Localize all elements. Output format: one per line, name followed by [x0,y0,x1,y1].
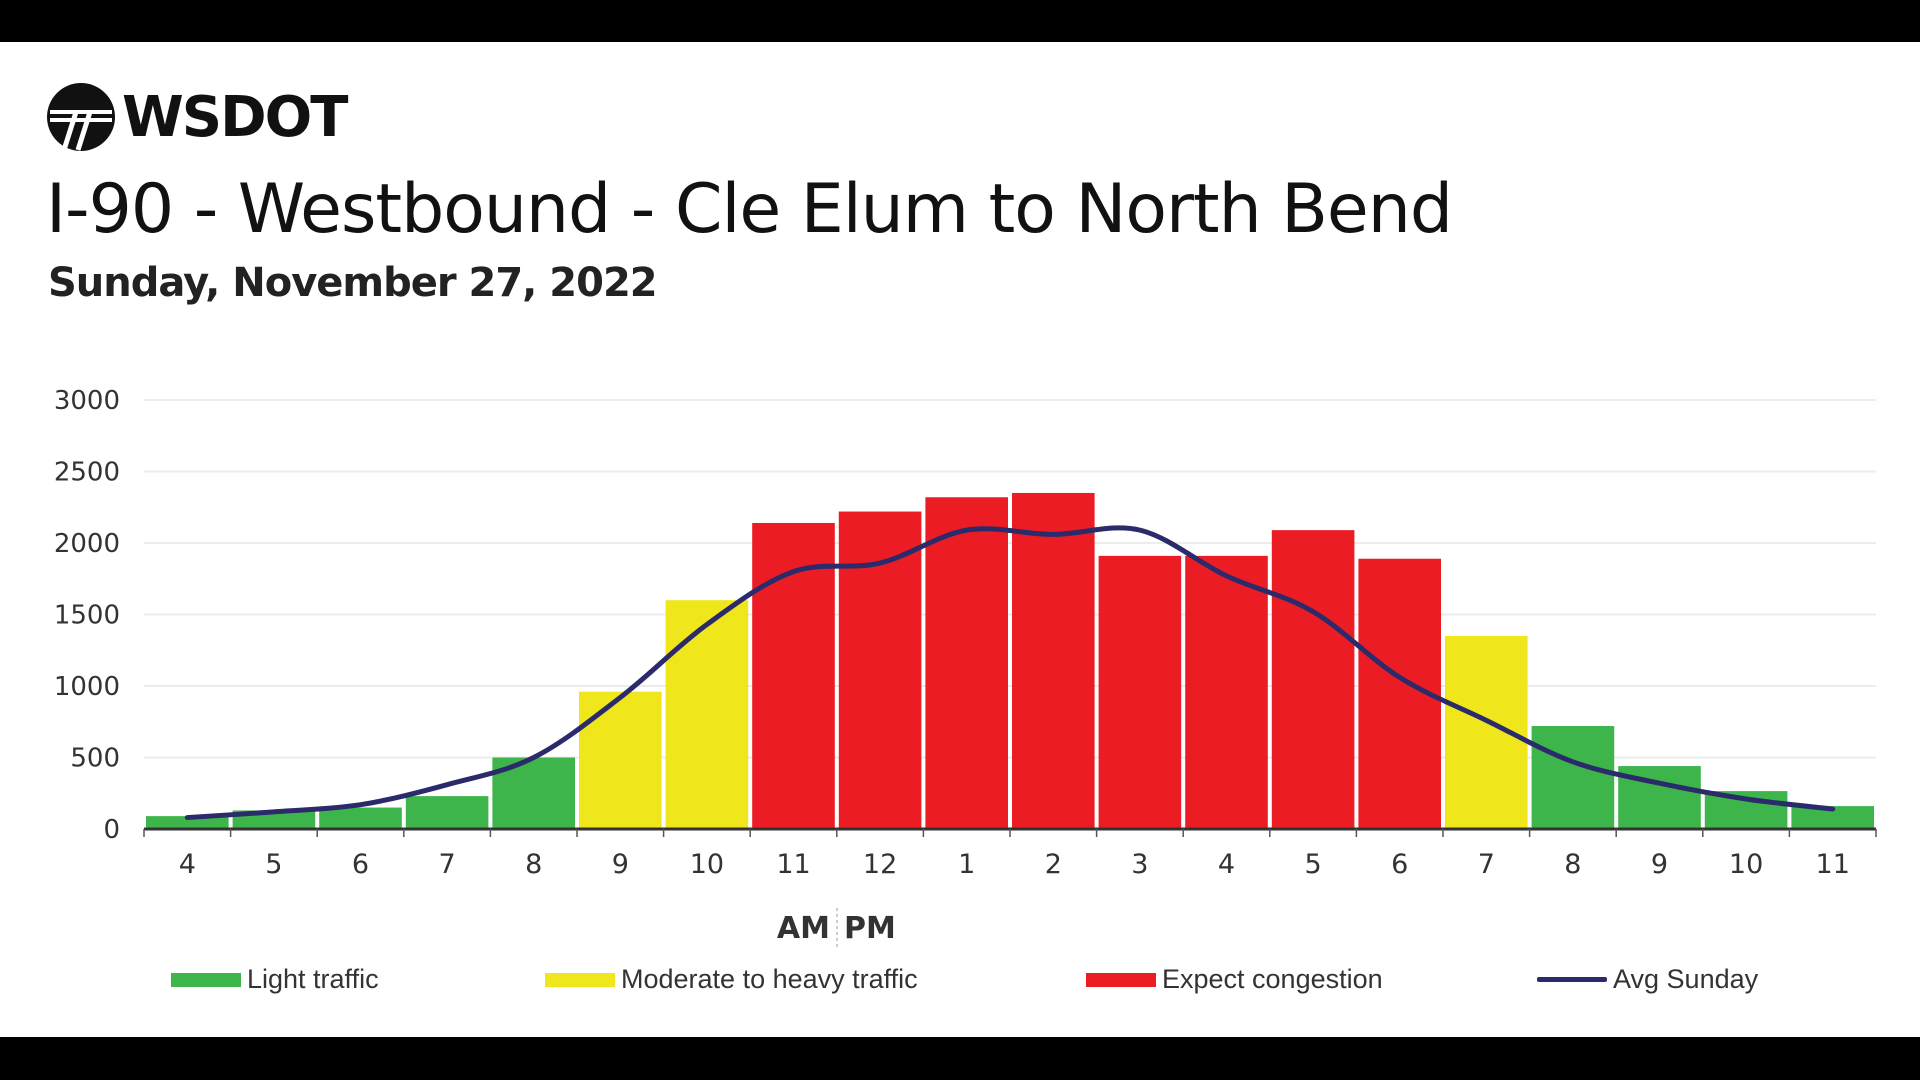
bar-9 [579,691,662,829]
x-tick-label: 11 [1816,849,1850,880]
logo-text: WSDOT [122,84,348,150]
legend-label: Avg Sunday [1613,964,1759,994]
legend-label: Light traffic [247,964,379,994]
legend-avg: Avg Sunday [1537,964,1758,995]
pm-label: PM [844,911,896,946]
legend-congestion: Expect congestion [1086,964,1383,995]
bar-1 [925,497,1008,829]
legend-swatch-moderate [545,972,615,987]
bar-7 [405,796,489,829]
chart-title: I-90 - Westbound - Cle Elum to North Ben… [46,170,1453,249]
bar-11 [752,522,835,829]
legend-swatch-light [171,972,241,987]
x-tick-label: 12 [863,849,897,880]
x-tick-label: 5 [265,849,282,880]
bar-2 [1012,492,1095,829]
x-tick-label: 8 [1564,849,1581,880]
y-tick-label: 2500 [54,458,120,488]
legend-swatch-congestion [1086,972,1156,987]
x-tick-label: 10 [1729,849,1763,880]
x-tick-label: 7 [439,849,456,880]
legend-label: Moderate to heavy traffic [621,964,918,994]
x-tick-label: 4 [179,849,196,880]
x-tick-label: 3 [1131,849,1148,880]
y-tick-label: 1000 [54,672,120,702]
bar-6 [319,807,402,829]
legend-moderate: Moderate to heavy traffic [545,964,918,995]
x-tick-label: 8 [525,849,542,880]
chart-canvas: WSDOT I-90 - Westbound - Cle Elum to Nor… [0,42,1920,1037]
x-tick-label: 10 [690,849,724,880]
legend-label: Expect congestion [1162,964,1383,994]
x-tick-label: 4 [1218,849,1235,880]
bar-11 [1791,806,1874,829]
am-label: AM [777,911,830,946]
x-tick-label: 6 [352,849,369,880]
wsdot-logo-icon [47,83,115,151]
x-tick-label: 9 [1651,849,1668,880]
wsdot-logo: WSDOT [46,82,348,152]
x-tick-label: 2 [1045,849,1062,880]
bar-5 [1271,530,1355,829]
x-tick-label: 7 [1478,849,1495,880]
x-tick-label: 5 [1305,849,1322,880]
legend-swatch-avg [1537,977,1607,982]
bar-10 [665,600,749,829]
y-tick-label: 2000 [54,529,120,559]
bar-4 [146,816,229,829]
x-tick-label: 6 [1391,849,1408,880]
y-tick-label: 1500 [54,601,120,631]
x-tick-label: 9 [612,849,629,880]
y-tick-label: 500 [70,744,120,774]
x-tick-label: 1 [958,849,975,880]
avg-sunday-line [184,525,1836,821]
chart-subtitle: Sunday, November 27, 2022 [48,260,658,306]
bar-12 [838,511,922,829]
bar-8 [1531,726,1615,829]
y-tick-label: 0 [103,815,120,845]
y-tick-label: 3000 [54,386,120,416]
bar-3 [1098,555,1182,829]
x-tick-label: 11 [776,849,810,880]
legend-light: Light traffic [171,964,379,995]
bar-4 [1185,555,1268,829]
